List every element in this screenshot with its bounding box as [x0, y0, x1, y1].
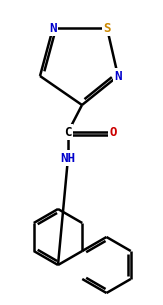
Text: N: N [114, 70, 122, 82]
Text: S: S [103, 21, 111, 34]
Text: O: O [109, 125, 117, 138]
Text: N: N [49, 21, 57, 34]
Text: C: C [64, 125, 72, 138]
Text: NH: NH [60, 152, 75, 164]
